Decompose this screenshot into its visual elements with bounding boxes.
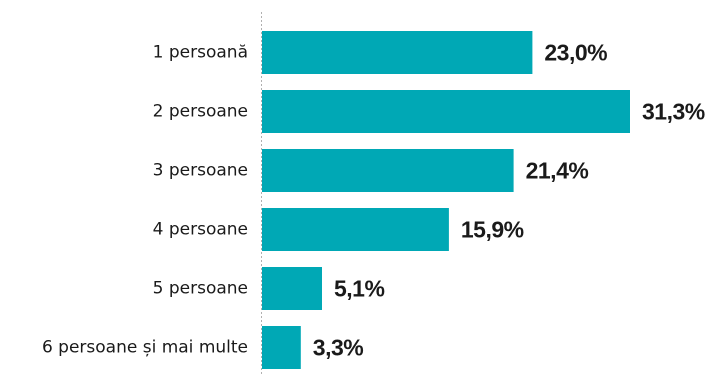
- data-label: 3,3%: [313, 335, 363, 361]
- data-label: 15,9%: [461, 217, 524, 243]
- category-labels: 1 persoană 2 persoane 3 persoane 4 persoane…: [42, 43, 248, 358]
- category-label: 6 persoane și mai multe: [42, 338, 248, 358]
- bar: [262, 149, 514, 192]
- category-label: 4 persoane: [153, 220, 248, 240]
- data-label: 5,1%: [334, 276, 384, 302]
- bar: [262, 267, 322, 310]
- category-label: 5 persoane: [153, 279, 248, 299]
- data-label: 21,4%: [526, 158, 589, 184]
- bar: [262, 31, 533, 74]
- data-label: 31,3%: [642, 99, 705, 125]
- category-label: 2 persoane: [153, 102, 248, 122]
- value-labels: 23,0% 31,3% 21,4% 15,9% 5,1% 3,3%: [313, 40, 705, 361]
- category-label: 1 persoană: [153, 43, 248, 63]
- bar: [262, 208, 449, 251]
- category-label: 3 persoane: [153, 161, 248, 181]
- bar: [262, 90, 630, 133]
- bar: [262, 326, 301, 369]
- bars-group: [262, 31, 630, 369]
- data-label: 23,0%: [544, 40, 607, 66]
